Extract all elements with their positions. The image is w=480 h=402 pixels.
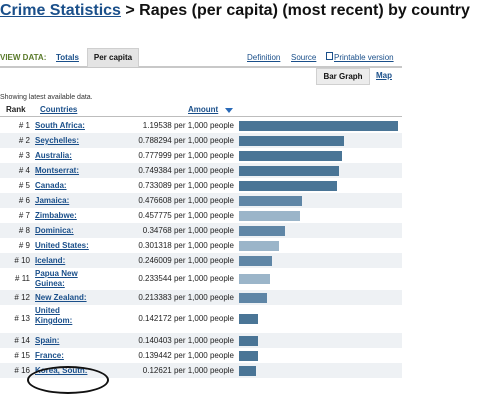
country-link[interactable]: United States: xyxy=(35,241,89,250)
table-row: # 1 South Africa: 1.19538 per 1,000 people xyxy=(0,118,402,133)
tab-per-capita[interactable]: Per capita xyxy=(87,48,139,67)
rank-cell: # 7 xyxy=(18,211,30,220)
country-link[interactable]: Iceland: xyxy=(35,256,66,265)
page-title-text: > Rapes (per capita) (most recent) by co… xyxy=(125,2,470,19)
crime-statistics-link[interactable]: Crime Statistics xyxy=(0,2,121,19)
table-row: # 7 Zimbabwe: 0.457775 per 1,000 people xyxy=(0,208,402,223)
amount-cell: 0.213383 per 1,000 people xyxy=(138,293,234,302)
countries-header[interactable]: Countries xyxy=(40,105,78,114)
amount-cell: 0.140403 per 1,000 people xyxy=(138,336,234,345)
value-bar xyxy=(239,166,339,176)
country-link[interactable]: Papua New Guinea: xyxy=(35,269,78,288)
value-bar xyxy=(239,196,302,206)
rank-cell: # 8 xyxy=(18,226,30,235)
table-row: # 4 Montserrat: 0.749384 per 1,000 people xyxy=(0,163,402,178)
rank-cell: # 10 xyxy=(14,256,30,265)
table-row: # 10 Iceland: 0.246009 per 1,000 people xyxy=(0,253,402,268)
tab-bar-graph[interactable]: Bar Graph xyxy=(316,68,370,85)
amount-cell: 0.749384 per 1,000 people xyxy=(138,166,234,175)
value-bar xyxy=(239,351,258,361)
amount-cell: 0.233544 per 1,000 people xyxy=(138,274,234,283)
country-link[interactable]: Zimbabwe: xyxy=(35,211,77,220)
value-bar xyxy=(239,151,342,161)
value-bar xyxy=(239,274,270,284)
printable-version-link[interactable]: Printable version xyxy=(334,53,394,62)
amount-cell: 0.788294 per 1,000 people xyxy=(138,136,234,145)
tab-map[interactable]: Map xyxy=(376,71,392,80)
country-link[interactable]: France: xyxy=(35,351,64,360)
rank-cell: # 13 xyxy=(14,314,30,323)
amount-cell: 0.34768 per 1,000 people xyxy=(142,226,234,235)
header-divider xyxy=(0,116,402,117)
value-bar xyxy=(239,226,285,236)
country-link[interactable]: Dominica: xyxy=(35,226,74,235)
sort-down-icon[interactable] xyxy=(225,108,233,113)
table-row: # 3 Australia: 0.777999 per 1,000 people xyxy=(0,148,402,163)
rank-cell: # 16 xyxy=(14,366,30,375)
table-row: # 11 Papua New Guinea: 0.233544 per 1,000 … xyxy=(0,268,402,290)
rank-cell: # 3 xyxy=(18,151,30,160)
amount-cell: 0.777999 per 1,000 people xyxy=(138,151,234,160)
rank-cell: # 12 xyxy=(14,293,30,302)
country-link[interactable]: Canada: xyxy=(35,181,67,190)
rank-cell: # 15 xyxy=(14,351,30,360)
amount-cell: 0.733089 per 1,000 people xyxy=(138,181,234,190)
country-link[interactable]: Seychelles: xyxy=(35,136,80,145)
rank-cell: # 9 xyxy=(18,241,30,250)
amount-cell: 1.19538 per 1,000 people xyxy=(142,121,234,130)
table-row: # 13 United Kingdom: 0.142172 per 1,000 pe… xyxy=(0,305,402,333)
table-row: # 6 Jamaica: 0.476608 per 1,000 people xyxy=(0,193,402,208)
rank-cell: # 5 xyxy=(18,181,30,190)
table-row: # 15 France: 0.139442 per 1,000 people xyxy=(0,348,402,363)
value-bar xyxy=(239,314,258,324)
table-row: # 9 United States: 0.301318 per 1,000 peop… xyxy=(0,238,402,253)
tab-totals[interactable]: Totals xyxy=(56,53,79,62)
amount-cell: 0.139442 per 1,000 people xyxy=(138,351,234,360)
value-bar xyxy=(239,336,258,346)
table-row: # 14 Spain: 0.140403 per 1,000 people xyxy=(0,333,402,348)
value-bar xyxy=(239,366,256,376)
rank-header: Rank xyxy=(6,105,26,114)
amount-header[interactable]: Amount xyxy=(188,105,219,114)
value-bar xyxy=(239,293,267,303)
view-data-label: VIEW DATA: xyxy=(0,53,47,62)
rank-cell: # 11 xyxy=(15,274,30,283)
rank-cell: # 2 xyxy=(18,136,30,145)
amount-cell: 0.457775 per 1,000 people xyxy=(138,211,234,220)
amount-cell: 0.142172 per 1,000 people xyxy=(138,314,234,323)
table-row: # 12 New Zealand: 0.213383 per 1,000 peopl… xyxy=(0,290,402,305)
amount-cell: 0.476608 per 1,000 people xyxy=(138,196,234,205)
country-link[interactable]: South Africa: xyxy=(35,121,85,130)
rank-cell: # 6 xyxy=(18,196,30,205)
value-bar xyxy=(239,136,344,146)
amount-cell: 0.246009 per 1,000 people xyxy=(138,256,234,265)
country-link[interactable]: Spain: xyxy=(35,336,60,345)
value-bar xyxy=(239,181,337,191)
country-link[interactable]: Jamaica: xyxy=(35,196,70,205)
country-link[interactable]: Australia: xyxy=(35,151,72,160)
country-link[interactable]: Montserrat: xyxy=(35,166,80,175)
amount-cell: 0.301318 per 1,000 people xyxy=(138,241,234,250)
definition-link[interactable]: Definition xyxy=(247,53,281,62)
amount-cell: 0.12621 per 1,000 people xyxy=(142,366,234,375)
rank-cell: # 1 xyxy=(18,121,30,130)
page-title: Crime Statistics > Rapes (per capita) (m… xyxy=(0,2,478,20)
rank-cell: # 4 xyxy=(18,166,30,175)
source-link[interactable]: Source xyxy=(291,53,317,62)
highlight-circle xyxy=(27,366,109,394)
rank-cell: # 14 xyxy=(14,336,30,345)
table-row: # 2 Seychelles: 0.788294 per 1,000 people xyxy=(0,133,402,148)
data-note: Showing latest available data. xyxy=(0,94,93,101)
country-link[interactable]: United Kingdom: xyxy=(35,306,73,325)
table-row: # 5 Canada: 0.733089 per 1,000 people xyxy=(0,178,402,193)
view-data-bar: VIEW DATA: Totals Per capita Definition … xyxy=(0,48,402,68)
value-bar xyxy=(239,256,272,266)
printer-icon xyxy=(326,52,333,60)
value-bar xyxy=(239,241,279,251)
country-link[interactable]: New Zealand: xyxy=(35,293,87,302)
table-row: # 8 Dominica: 0.34768 per 1,000 people xyxy=(0,223,402,238)
value-bar xyxy=(239,211,300,221)
value-bar xyxy=(239,121,398,131)
